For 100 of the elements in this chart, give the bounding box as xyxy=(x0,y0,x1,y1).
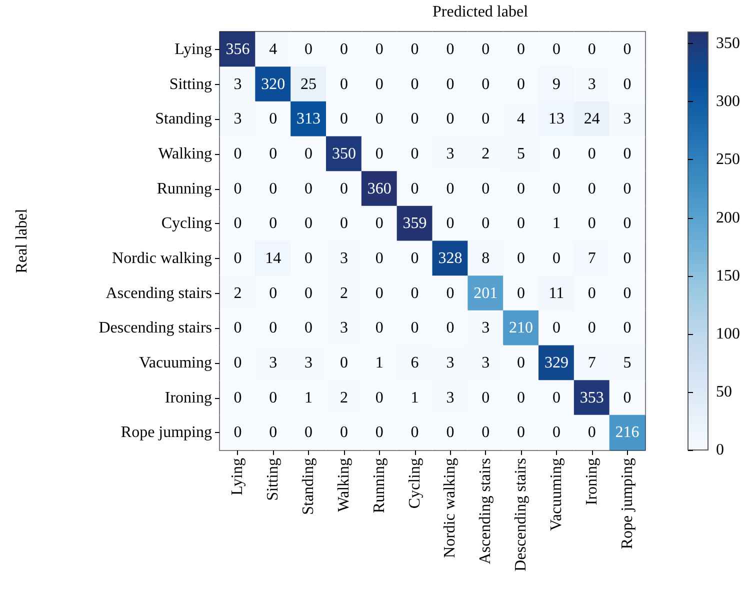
data-label: 0 xyxy=(588,215,596,232)
y-tick-label: Running xyxy=(156,180,212,198)
data-label: 0 xyxy=(269,284,278,302)
data-label: 0 xyxy=(552,145,560,162)
data-label: 0 xyxy=(517,389,526,406)
data-label: 0 xyxy=(304,250,313,267)
data-label: 0 xyxy=(517,354,526,372)
x-axis-title: Predicted label xyxy=(432,4,529,20)
data-label: 0 xyxy=(304,320,313,337)
data-label: 0 xyxy=(234,180,242,198)
data-label: 0 xyxy=(410,424,419,442)
data-label: 328 xyxy=(438,250,462,267)
color-bar-label: 250 xyxy=(716,151,740,168)
data-label: 356 xyxy=(226,40,250,58)
data-label: 0 xyxy=(340,40,348,58)
data-label: 5 xyxy=(517,145,526,162)
data-label: 11 xyxy=(548,284,564,302)
data-label: 0 xyxy=(446,215,454,232)
x-tick-label: Descending stairs xyxy=(512,458,530,572)
data-label: 360 xyxy=(367,180,392,198)
data-label: 0 xyxy=(588,424,596,442)
data-label: 3 xyxy=(304,354,313,372)
data-label: 0 xyxy=(623,145,632,162)
data-label: 0 xyxy=(375,284,384,302)
data-label: 4 xyxy=(517,110,526,128)
data-label: 0 xyxy=(410,250,419,267)
data-label: 6 xyxy=(410,354,419,372)
data-label: 0 xyxy=(482,215,490,232)
data-label: 0 xyxy=(234,320,242,337)
data-label: 329 xyxy=(544,354,568,372)
data-label: 0 xyxy=(552,424,560,442)
data-label: 1 xyxy=(304,389,313,406)
data-label: 0 xyxy=(623,320,632,337)
data-label: 0 xyxy=(410,180,419,198)
data-label: 0 xyxy=(304,215,313,232)
data-label: 3 xyxy=(588,76,596,93)
data-label: 0 xyxy=(623,180,632,198)
x-tick-label: Lying xyxy=(229,458,246,496)
data-label: 0 xyxy=(375,250,384,267)
data-label: 0 xyxy=(410,110,419,128)
x-tick-label: Rope jumping xyxy=(618,458,636,550)
data-label: 0 xyxy=(482,180,490,198)
data-label: 0 xyxy=(410,40,419,58)
x-tick-label: Running xyxy=(370,458,388,514)
x-tick-label: Vacuuming xyxy=(548,458,565,531)
data-label: 24 xyxy=(584,110,600,128)
y-tick-label: Rope jumping xyxy=(120,424,212,442)
data-label: 0 xyxy=(234,145,242,162)
data-label: 1 xyxy=(552,215,560,232)
data-label: 5 xyxy=(623,354,632,372)
data-label: 0 xyxy=(375,145,384,162)
data-label: 0 xyxy=(517,284,526,302)
data-label: 0 xyxy=(588,40,596,58)
x-tick-label: Ascending stairs xyxy=(477,458,494,564)
data-label: 13 xyxy=(548,110,564,128)
color-bar-label: 200 xyxy=(716,209,740,226)
data-label: 3 xyxy=(234,76,242,93)
data-label: 0 xyxy=(410,284,419,302)
data-label: 0 xyxy=(482,76,490,93)
data-label: 0 xyxy=(482,424,490,442)
data-label: 2 xyxy=(340,284,348,302)
color-bar-label: 350 xyxy=(716,35,740,52)
data-label: 0 xyxy=(623,250,632,267)
data-label: 216 xyxy=(615,424,640,442)
y-tick-label: Vacuuming xyxy=(139,354,212,372)
data-label: 3 xyxy=(269,354,278,372)
data-label: 9 xyxy=(552,76,560,93)
data-label: 201 xyxy=(474,284,498,302)
data-label: 350 xyxy=(332,145,356,162)
data-label: 0 xyxy=(517,250,526,267)
y-tick-label: Ascending stairs xyxy=(106,284,212,302)
data-label: 0 xyxy=(446,424,454,442)
data-label: 0 xyxy=(340,180,348,198)
data-label: 0 xyxy=(517,76,526,93)
data-label: 3 xyxy=(446,389,454,406)
color-bar-label: 50 xyxy=(716,383,732,400)
data-label: 3 xyxy=(446,145,454,162)
data-label: 0 xyxy=(623,40,632,58)
y-tick-label: Walking xyxy=(158,145,212,162)
data-label: 0 xyxy=(552,40,560,58)
x-tick-label: Ironing xyxy=(583,458,600,506)
data-label: 3 xyxy=(234,110,242,128)
data-label: 0 xyxy=(375,110,384,128)
color-bar-label: 0 xyxy=(716,442,724,458)
data-label: 0 xyxy=(304,180,313,198)
data-label: 0 xyxy=(482,40,490,58)
data-label: 0 xyxy=(340,424,348,442)
x-tick-label: Sitting xyxy=(264,458,282,501)
data-label: 313 xyxy=(296,110,321,128)
y-tick-label: Descending stairs xyxy=(98,320,212,337)
data-label: 0 xyxy=(375,320,384,337)
data-label: 0 xyxy=(623,215,632,232)
data-label: 0 xyxy=(552,250,560,267)
data-label: 0 xyxy=(517,215,526,232)
data-label: 0 xyxy=(340,76,348,93)
data-label: 2 xyxy=(234,284,242,302)
y-tick-label: Sitting xyxy=(169,76,212,93)
data-label: 0 xyxy=(375,215,384,232)
data-label: 3 xyxy=(623,110,632,128)
data-label: 0 xyxy=(375,424,384,442)
